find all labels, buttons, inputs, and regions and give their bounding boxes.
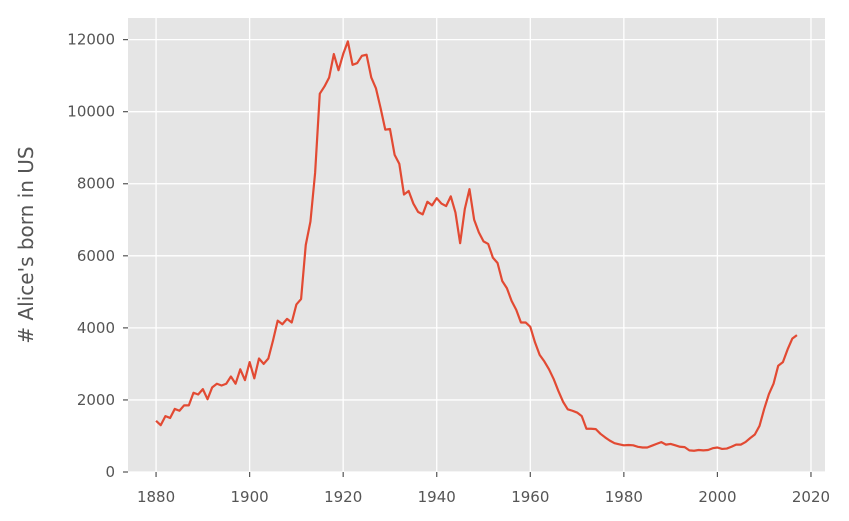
y-axis-label: # Alice's born in US [14, 146, 38, 343]
x-tick-labels: 1880 1900 1920 1940 1960 1980 2000 2020 [137, 488, 830, 506]
x-tick-label: 2020 [792, 488, 830, 506]
x-tick-label: 1980 [605, 488, 643, 506]
x-tick-label: 1940 [418, 488, 456, 506]
x-tick-label: 1900 [231, 488, 269, 506]
y-tick-label: 12000 [67, 31, 115, 49]
grid-lines [128, 18, 825, 473]
y-tick-labels: 0 2000 4000 6000 8000 10000 12000 [67, 31, 115, 481]
y-tick-label: 4000 [77, 319, 115, 337]
x-tick-label: 1880 [137, 488, 175, 506]
x-tick-label: 1920 [324, 488, 362, 506]
y-tick-label: 0 [105, 463, 115, 481]
x-tick-label: 2000 [698, 488, 736, 506]
series-line-alice-births [155, 40, 798, 452]
y-tick-label: 10000 [67, 103, 115, 121]
y-tick-label: 8000 [77, 175, 115, 193]
y-tick-label: 6000 [77, 247, 115, 265]
x-tick-label: 1960 [511, 488, 549, 506]
plot-background [128, 18, 825, 472]
axis-ticks [123, 39, 812, 477]
y-tick-label: 2000 [77, 391, 115, 409]
